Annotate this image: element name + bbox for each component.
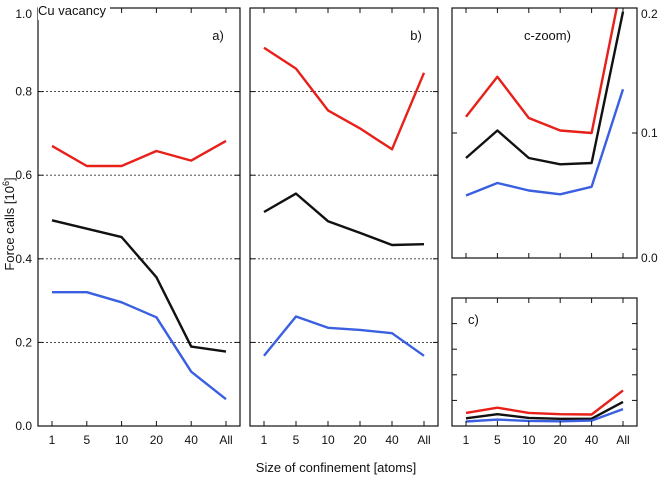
panel-label: b) xyxy=(410,28,422,43)
series-group xyxy=(465,389,624,423)
y-tick-label: 0.8 xyxy=(15,85,32,99)
panel-frame xyxy=(451,297,638,427)
texts-layer: Cu vacancy Size of confinement [atoms] F… xyxy=(1,2,416,475)
y-tick-label: 0.6 xyxy=(15,168,32,182)
x-tick-label: 5 xyxy=(293,433,300,447)
x-tick-label: 10 xyxy=(321,433,335,447)
y-axis-title-suffix: ] xyxy=(2,177,17,181)
x-tick-label: 20 xyxy=(353,433,367,447)
x-tick-label: 1 xyxy=(49,433,56,447)
panel-label: a) xyxy=(212,28,224,43)
title-background xyxy=(38,2,110,20)
y-axis-title-exponent: 6 xyxy=(1,181,11,186)
series-line-black xyxy=(263,192,425,247)
x-tick-label: 5 xyxy=(83,433,90,447)
panel-label: c-zoom) xyxy=(524,28,571,43)
series-line-red xyxy=(51,139,227,168)
x-tick-label: 10 xyxy=(522,433,536,447)
x-tick-label: All xyxy=(417,433,430,447)
x-tick-label: 40 xyxy=(185,433,199,447)
panel-frame xyxy=(37,7,241,427)
panel-frame xyxy=(249,7,439,427)
y-tick-label: 0.0 xyxy=(15,419,32,433)
series-line-black xyxy=(465,400,624,420)
y-tick-label: 0.2 xyxy=(15,335,32,349)
x-tick-label: 5 xyxy=(494,433,501,447)
x-tick-label: 10 xyxy=(115,433,129,447)
series-line-blue xyxy=(263,315,425,357)
series-line-blue xyxy=(465,407,624,423)
chart-title: Cu vacancy xyxy=(38,3,106,18)
series-group xyxy=(465,8,625,197)
series-line-blue xyxy=(52,291,227,401)
panel-c: 1 5 10 20 40 All c) xyxy=(451,297,638,447)
x-tick-label: 1 xyxy=(261,433,268,447)
series-line-black xyxy=(465,11,625,166)
y-tick-label: 0.2 xyxy=(641,7,658,21)
panel-a: 1 5 10 20 40 All 0.0 0.2 0.4 0.6 0.8 1.0 a) xyxy=(15,7,241,447)
y-tick-label: 1.0 xyxy=(15,7,32,21)
y-tick-label: 0.4 xyxy=(15,252,32,266)
series-group xyxy=(263,46,426,357)
panel-b: 1 5 10 20 40 All b) xyxy=(249,7,439,447)
series-group xyxy=(51,139,227,401)
series-line-black xyxy=(51,219,227,353)
y-axis-title: Force calls [106] xyxy=(1,177,17,270)
series-line-blue xyxy=(465,88,625,197)
series-line-red xyxy=(465,8,618,135)
y-tick-label: 0.1 xyxy=(641,126,658,140)
x-tick-label: 20 xyxy=(554,433,568,447)
panels-layer: 1 5 10 20 40 All 0.0 0.2 0.4 0.6 0.8 1.0 a) 1 5 10 20 40 A… xyxy=(15,7,658,447)
x-tick-label: All xyxy=(219,433,232,447)
panel-c-zoom: 0.0 0.1 0.2 c-zoom) xyxy=(451,7,658,265)
series-line-red xyxy=(263,46,426,151)
series-line-red xyxy=(465,389,624,416)
x-tick-label: 40 xyxy=(385,433,399,447)
y-tick-label: 0.0 xyxy=(641,251,658,265)
x-tick-label: All xyxy=(616,433,629,447)
x-tick-label: 1 xyxy=(463,433,470,447)
x-tick-label: 20 xyxy=(150,433,164,447)
panel-label: c) xyxy=(468,312,479,327)
x-tick-label: 40 xyxy=(585,433,599,447)
x-axis-title: Size of confinement [atoms] xyxy=(256,460,416,475)
y-axis-title-main: Force calls [10 xyxy=(2,186,17,271)
